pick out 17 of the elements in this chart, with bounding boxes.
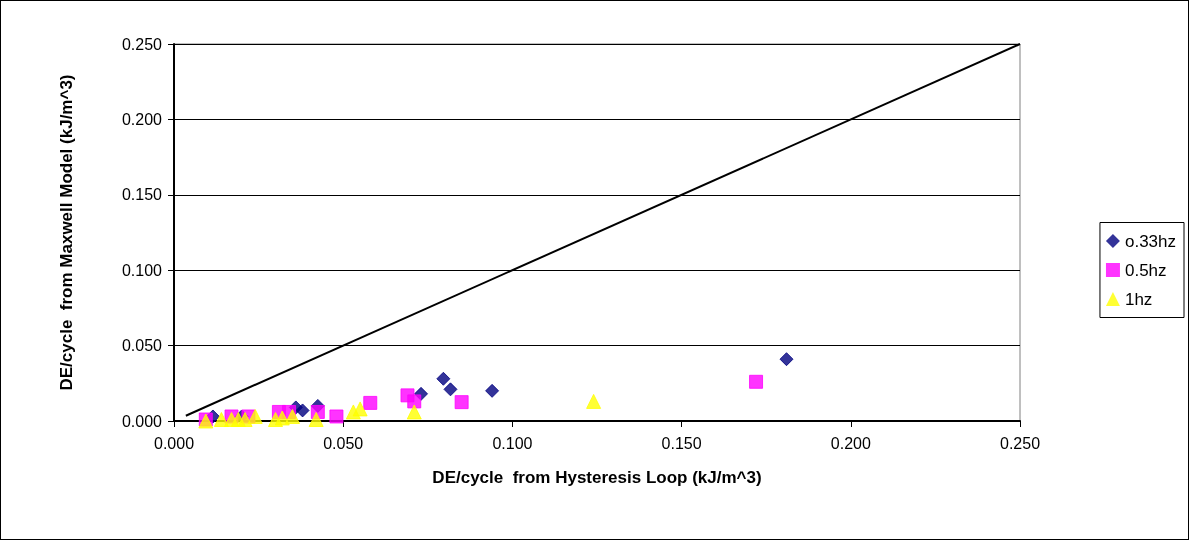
y-tick-label: 0.200 [121, 110, 163, 128]
x-tick-label: 0.050 [323, 434, 364, 452]
x-tick-label: 0.100 [492, 434, 533, 452]
x-tick-label: 0.000 [153, 434, 195, 452]
x-tick-label: 0.250 [999, 434, 1041, 452]
y-tick-label: 0.150 [121, 186, 163, 204]
y-axis-title: DE/cycle from Maxwell Model (kJ/m^3) [56, 74, 76, 391]
legend-label: o.33hz [1124, 231, 1177, 251]
y-tick-label: 0.100 [121, 261, 163, 279]
legend-label: 0.5hz [1124, 260, 1167, 280]
y-tick-label: 0.050 [121, 337, 163, 355]
y-tick-label: 0.000 [121, 412, 163, 430]
x-tick-label: 0.200 [830, 434, 871, 452]
x-tick-label: 0.150 [661, 434, 702, 452]
legend-label: 1hz [1124, 289, 1153, 309]
x-axis-title: DE/cycle from Hysteresis Loop (kJ/m^3) [432, 468, 762, 487]
y-tick-label: 0.250 [121, 35, 163, 53]
